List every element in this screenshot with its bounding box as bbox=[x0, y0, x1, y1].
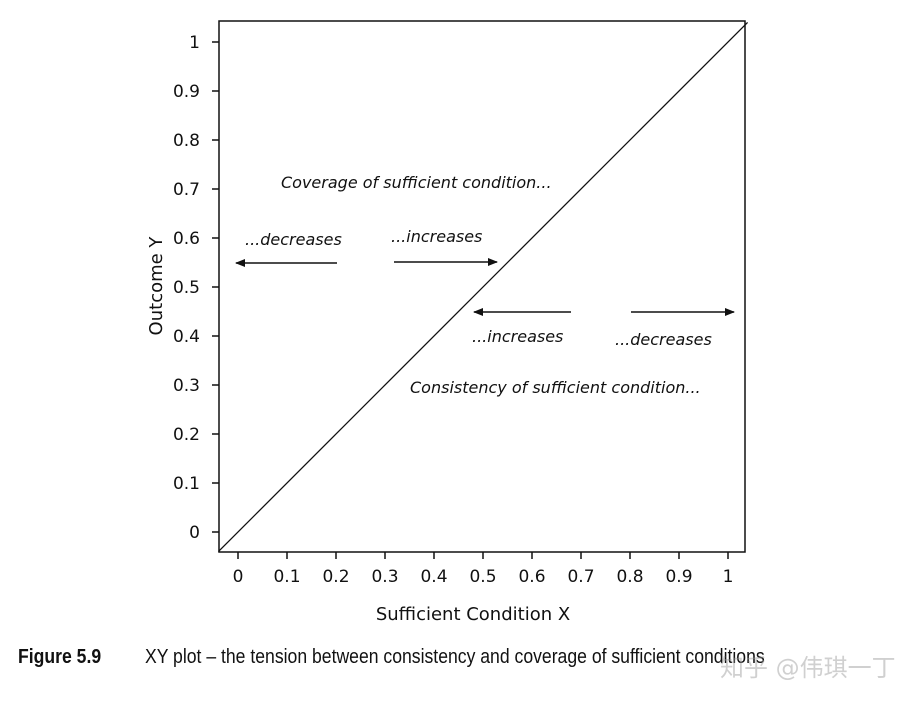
coverage-annotation: Coverage of sufficient condition... bbox=[281, 173, 552, 192]
coverage-increases-label: ...increases bbox=[391, 227, 482, 246]
watermark: 知乎 @伟琪一丁 bbox=[720, 654, 896, 682]
y-tick-label: 0.5 bbox=[173, 278, 200, 298]
y-tick-label: 0.8 bbox=[173, 131, 200, 151]
y-axis-label: Outcome Y bbox=[146, 236, 167, 336]
x-tick-label: 0.2 bbox=[322, 567, 349, 587]
x-tick-label: 0.1 bbox=[273, 567, 300, 587]
coverage-decreases-label: ...decreases bbox=[245, 230, 342, 249]
figure-caption: XY plot – the tension between consistenc… bbox=[145, 646, 765, 668]
y-tick-label: 0.9 bbox=[173, 82, 200, 102]
x-tick-label: 0.5 bbox=[469, 567, 496, 587]
y-tick-label: 0 bbox=[189, 523, 200, 543]
consistency-increases-label: ...increases bbox=[472, 327, 563, 346]
y-tick-label: 0.2 bbox=[173, 425, 200, 445]
y-tick-label: 0.6 bbox=[173, 229, 200, 249]
x-tick-label: 0.7 bbox=[567, 567, 594, 587]
x-tick-label: 0.3 bbox=[371, 567, 398, 587]
figure-label: Figure 5.9 bbox=[18, 646, 102, 668]
x-tick-label: 0.8 bbox=[616, 567, 643, 587]
consistency-decreases-label: ...decreases bbox=[615, 330, 712, 349]
x-tick-label: 0.9 bbox=[665, 567, 692, 587]
diagonal-line bbox=[217, 21, 749, 553]
consistency-annotation: Consistency of sufficient condition... bbox=[410, 378, 701, 397]
x-tick-label: 0 bbox=[233, 567, 244, 587]
x-tick-label: 1 bbox=[723, 567, 734, 587]
x-tick-label: 0.6 bbox=[518, 567, 545, 587]
x-axis-label: Sufficient Condition X bbox=[376, 604, 570, 625]
y-tick-label: 0.3 bbox=[173, 376, 200, 396]
y-tick-label: 0.7 bbox=[173, 180, 200, 200]
y-tick-label: 0.1 bbox=[173, 474, 200, 494]
x-tick-label: 0.4 bbox=[420, 567, 447, 587]
y-tick-label: 1 bbox=[189, 33, 200, 53]
y-tick-label: 0.4 bbox=[173, 327, 200, 347]
